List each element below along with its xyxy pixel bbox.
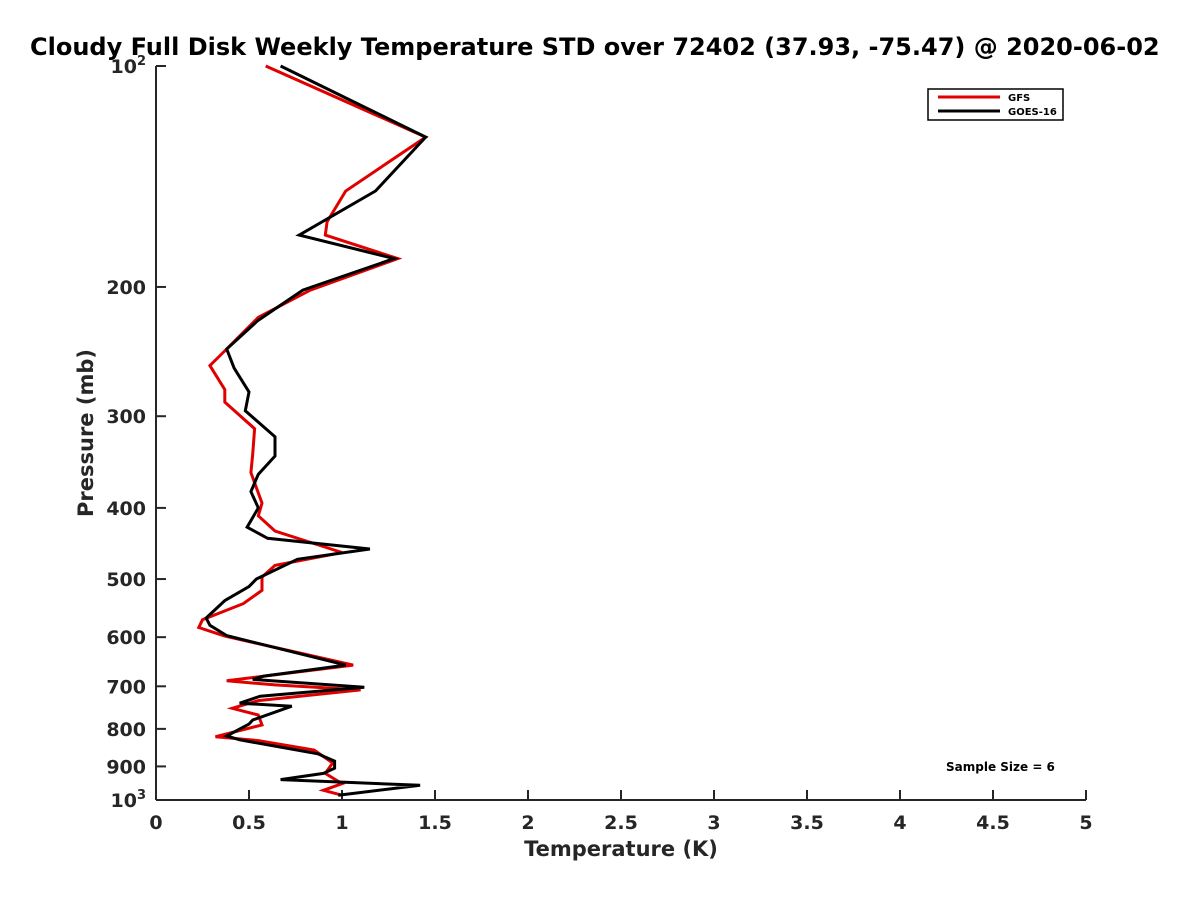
sample-size-annotation: Sample Size = 6 bbox=[946, 760, 1055, 774]
series-line-goes16 bbox=[204, 64, 429, 797]
series-group bbox=[196, 64, 429, 797]
legend-box bbox=[927, 88, 1064, 121]
y-tick-label-base: 300 bbox=[106, 406, 146, 428]
y-tick-label: 200 bbox=[106, 277, 146, 299]
plot-area bbox=[156, 66, 1086, 800]
x-tick-label: 0.5 bbox=[232, 812, 266, 834]
legend-label-goes16: GOES-16 bbox=[1008, 107, 1057, 118]
y-tick-label-base: 10 bbox=[111, 56, 137, 78]
y-tick-label-base: 700 bbox=[106, 676, 146, 698]
x-tick-label: 1 bbox=[335, 812, 348, 834]
legend: GFS GOES-16 bbox=[927, 88, 1064, 121]
y-tick-label-base: 900 bbox=[106, 756, 146, 778]
y-tick-label: 800 bbox=[106, 719, 146, 741]
x-tick-label: 0 bbox=[149, 812, 162, 834]
x-tick-label: 2 bbox=[521, 812, 534, 834]
chart-title: Cloudy Full Disk Weekly Temperature STD … bbox=[30, 33, 1160, 61]
y-tick-label-base: 800 bbox=[106, 719, 146, 741]
y-tick-label: 700 bbox=[106, 676, 146, 698]
y-tick-label: 102 bbox=[111, 54, 147, 78]
y-tick-label-base: 200 bbox=[106, 277, 146, 299]
x-tick-label: 3.5 bbox=[790, 812, 824, 834]
y-tick-label: 900 bbox=[106, 756, 146, 778]
y-tick-label: 500 bbox=[106, 569, 146, 591]
y-tick-label-base: 600 bbox=[106, 627, 146, 649]
x-tick-label: 5 bbox=[1079, 812, 1092, 834]
y-tick-label-base: 500 bbox=[106, 569, 146, 591]
y-tick-label: 600 bbox=[106, 627, 146, 649]
y-tick-label: 300 bbox=[106, 406, 146, 428]
x-tick-label: 4 bbox=[893, 812, 906, 834]
x-tick-label: 2.5 bbox=[604, 812, 638, 834]
x-axis-label: Temperature (K) bbox=[524, 837, 718, 861]
legend-label-gfs: GFS bbox=[1008, 93, 1030, 104]
y-tick-label-base: 10 bbox=[111, 790, 137, 812]
x-tick-label: 1.5 bbox=[418, 812, 452, 834]
x-tick-label: 3 bbox=[707, 812, 720, 834]
y-tick-label-exponent: 3 bbox=[137, 788, 146, 803]
y-tick-label: 103 bbox=[111, 788, 147, 812]
y-axis-label: Pressure (mb) bbox=[74, 349, 98, 517]
y-tick-label: 400 bbox=[106, 498, 146, 520]
y-tick-label-base: 400 bbox=[106, 498, 146, 520]
x-tick-label: 4.5 bbox=[976, 812, 1010, 834]
y-tick-label-exponent: 2 bbox=[137, 54, 146, 69]
axes: 0 0.5 1 1.5 2 2.5 3 3.5 4 4.5 51022003004005006007… bbox=[106, 54, 1092, 834]
